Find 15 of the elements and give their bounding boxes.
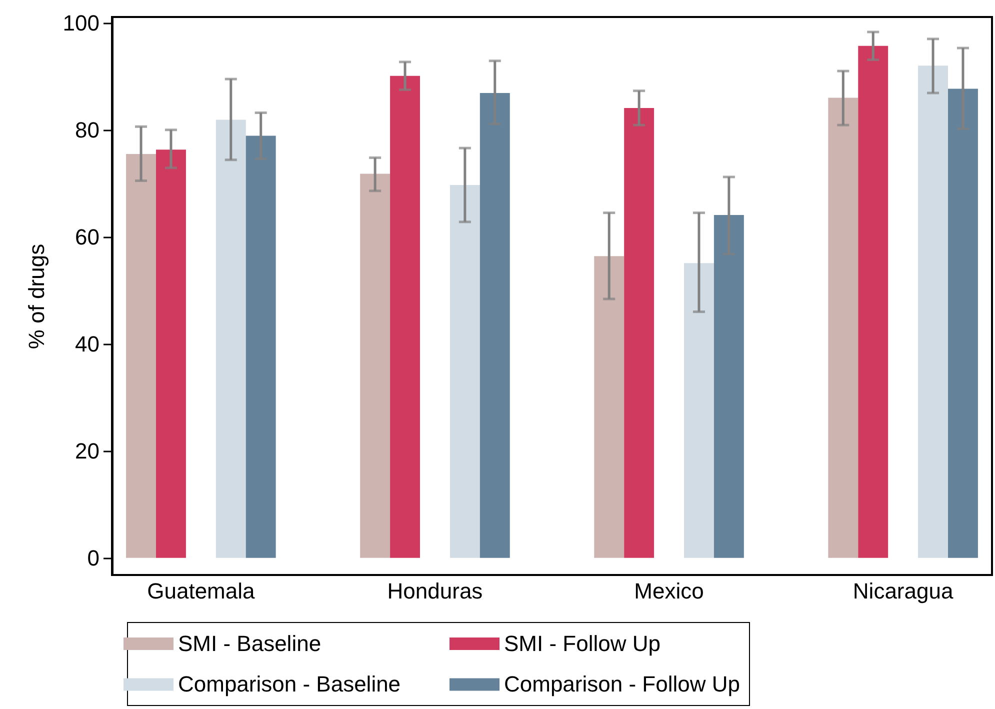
x-tick-label: Mexico [634, 578, 704, 604]
y-tick-label: 60 [75, 224, 100, 250]
legend-label: Comparison - Follow Up [504, 672, 740, 696]
x-tick-label: Guatemala [147, 578, 256, 604]
y-tick-label: 0 [87, 545, 100, 570]
legend-label: Comparison - Baseline [178, 672, 401, 696]
y-axis-title: % of drugs [24, 244, 49, 350]
x-tick-label: Honduras [387, 578, 483, 604]
y-tick-label: 20 [75, 438, 100, 464]
y-tick-label: 80 [75, 117, 100, 142]
legend-label: SMI - Follow Up [504, 630, 660, 656]
y-tick-label: 40 [75, 331, 100, 356]
legend-label: SMI - Baseline [178, 630, 322, 656]
y-tick-label: 100 [62, 10, 100, 36]
x-tick-label: Nicaragua [852, 578, 954, 604]
